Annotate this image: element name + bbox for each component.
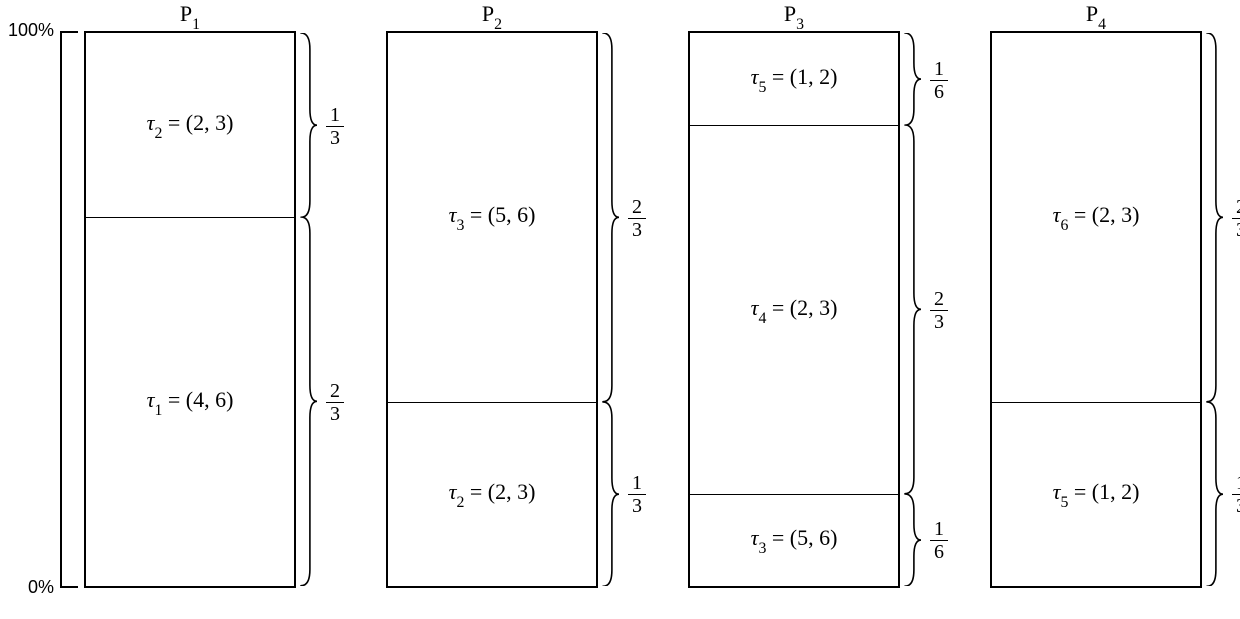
fraction-num: 2 xyxy=(326,380,344,402)
tau-tuple: (2, 3) xyxy=(488,479,536,504)
segment-fraction: 13 xyxy=(628,472,646,517)
column-P1: τ2 = (2, 3) τ1 = (4, 6) xyxy=(84,31,296,588)
column-P3: τ5 = (1, 2) τ4 = (2, 3) τ3 = (5, 6) xyxy=(688,31,900,588)
fraction-den: 3 xyxy=(628,219,646,241)
column-header-P1: P1 xyxy=(84,1,296,31)
fraction-num: 1 xyxy=(930,58,948,80)
axis-line xyxy=(60,31,62,588)
tau-tuple: (2, 3) xyxy=(186,110,234,135)
tau-sub: 6 xyxy=(1060,217,1068,234)
segment: τ5 = (1, 2) xyxy=(690,33,898,125)
fraction-num: 1 xyxy=(628,472,646,494)
tau-tuple: (1, 2) xyxy=(790,64,838,89)
fraction-den: 3 xyxy=(326,403,344,425)
segment: τ2 = (2, 3) xyxy=(86,33,294,217)
fraction-num: 1 xyxy=(1232,472,1240,494)
column-P2: τ3 = (5, 6) τ2 = (2, 3) xyxy=(386,31,598,588)
fraction-den: 6 xyxy=(930,541,948,563)
segment: τ2 = (2, 3) xyxy=(388,402,596,586)
brace-icon xyxy=(602,402,620,586)
segment-fraction: 16 xyxy=(930,58,948,103)
diagram-stage: 100%0%P1τ2 = (2, 3)τ1 = (4, 6)1323P2τ3 =… xyxy=(0,0,1240,619)
tau-equals: = xyxy=(162,110,185,135)
fraction-num: 2 xyxy=(1232,196,1240,218)
tau-equals: = xyxy=(464,202,487,227)
tau-equals: = xyxy=(1068,202,1091,227)
segment-label: τ6 = (2, 3) xyxy=(1053,202,1140,232)
column-header-P2: P2 xyxy=(386,1,598,31)
tau-equals: = xyxy=(766,64,789,89)
fraction-den: 3 xyxy=(1232,495,1240,517)
fraction-den: 3 xyxy=(930,311,948,333)
tau-sub: 2 xyxy=(154,125,162,142)
segment-fraction: 23 xyxy=(628,196,646,241)
axis-tick-top xyxy=(60,31,78,33)
segment-label: τ3 = (5, 6) xyxy=(449,202,536,232)
tau-tuple: (1, 2) xyxy=(1092,479,1140,504)
tau-sub: 5 xyxy=(1060,494,1068,511)
axis-label-top: 100% xyxy=(6,20,54,41)
column-header-letter: P xyxy=(784,1,796,26)
segment-fraction: 23 xyxy=(1232,196,1240,241)
segment-label: τ3 = (5, 6) xyxy=(751,525,838,555)
segment: τ5 = (1, 2) xyxy=(992,402,1200,586)
brace-icon xyxy=(904,125,922,494)
tau-sub: 5 xyxy=(758,79,766,96)
fraction-num: 2 xyxy=(930,288,948,310)
tau-tuple: (4, 6) xyxy=(186,387,234,412)
tau-sub: 3 xyxy=(758,540,766,557)
tau-sub: 4 xyxy=(758,310,766,327)
segment: τ4 = (2, 3) xyxy=(690,125,898,494)
segment: τ3 = (5, 6) xyxy=(388,33,596,402)
column-header-letter: P xyxy=(1086,1,1098,26)
axis-tick-bottom xyxy=(60,586,78,588)
segment-label: τ2 = (2, 3) xyxy=(449,479,536,509)
fraction-den: 3 xyxy=(1232,219,1240,241)
tau-tuple: (2, 3) xyxy=(1092,202,1140,227)
brace-icon xyxy=(1206,402,1224,586)
segment: τ6 = (2, 3) xyxy=(992,33,1200,402)
column-header-letter: P xyxy=(180,1,192,26)
brace-icon xyxy=(904,33,922,125)
fraction-den: 3 xyxy=(326,127,344,149)
column-P4: τ6 = (2, 3) τ5 = (1, 2) xyxy=(990,31,1202,588)
segment-fraction: 23 xyxy=(930,288,948,333)
tau-tuple: (5, 6) xyxy=(790,525,838,550)
segment-label: τ5 = (1, 2) xyxy=(1053,479,1140,509)
brace-icon xyxy=(1206,33,1224,402)
column-header-letter: P xyxy=(482,1,494,26)
tau-tuple: (2, 3) xyxy=(790,295,838,320)
fraction-num: 1 xyxy=(930,518,948,540)
fraction-den: 6 xyxy=(930,81,948,103)
tau-equals: = xyxy=(766,525,789,550)
tau-equals: = xyxy=(464,479,487,504)
fraction-num: 2 xyxy=(628,196,646,218)
segment: τ3 = (5, 6) xyxy=(690,494,898,586)
column-header-P4: P4 xyxy=(990,1,1202,31)
segment-label: τ2 = (2, 3) xyxy=(147,110,234,140)
segment-fraction: 23 xyxy=(326,380,344,425)
segment-fraction: 13 xyxy=(1232,472,1240,517)
segment-fraction: 16 xyxy=(930,518,948,563)
brace-icon xyxy=(602,33,620,402)
brace-icon xyxy=(904,494,922,586)
axis-label-bottom: 0% xyxy=(6,577,54,598)
tau-sub: 2 xyxy=(456,494,464,511)
fraction-num: 1 xyxy=(326,104,344,126)
tau-equals: = xyxy=(162,387,185,412)
tau-sub: 3 xyxy=(456,217,464,234)
segment-fraction: 13 xyxy=(326,104,344,149)
tau-equals: = xyxy=(1068,479,1091,504)
brace-icon xyxy=(300,217,318,586)
segment-label: τ4 = (2, 3) xyxy=(751,295,838,325)
segment: τ1 = (4, 6) xyxy=(86,217,294,586)
segment-label: τ1 = (4, 6) xyxy=(147,387,234,417)
brace-icon xyxy=(300,33,318,217)
column-header-P3: P3 xyxy=(688,1,900,31)
fraction-den: 3 xyxy=(628,495,646,517)
tau-tuple: (5, 6) xyxy=(488,202,536,227)
segment-label: τ5 = (1, 2) xyxy=(751,64,838,94)
tau-sub: 1 xyxy=(154,402,162,419)
tau-equals: = xyxy=(766,295,789,320)
